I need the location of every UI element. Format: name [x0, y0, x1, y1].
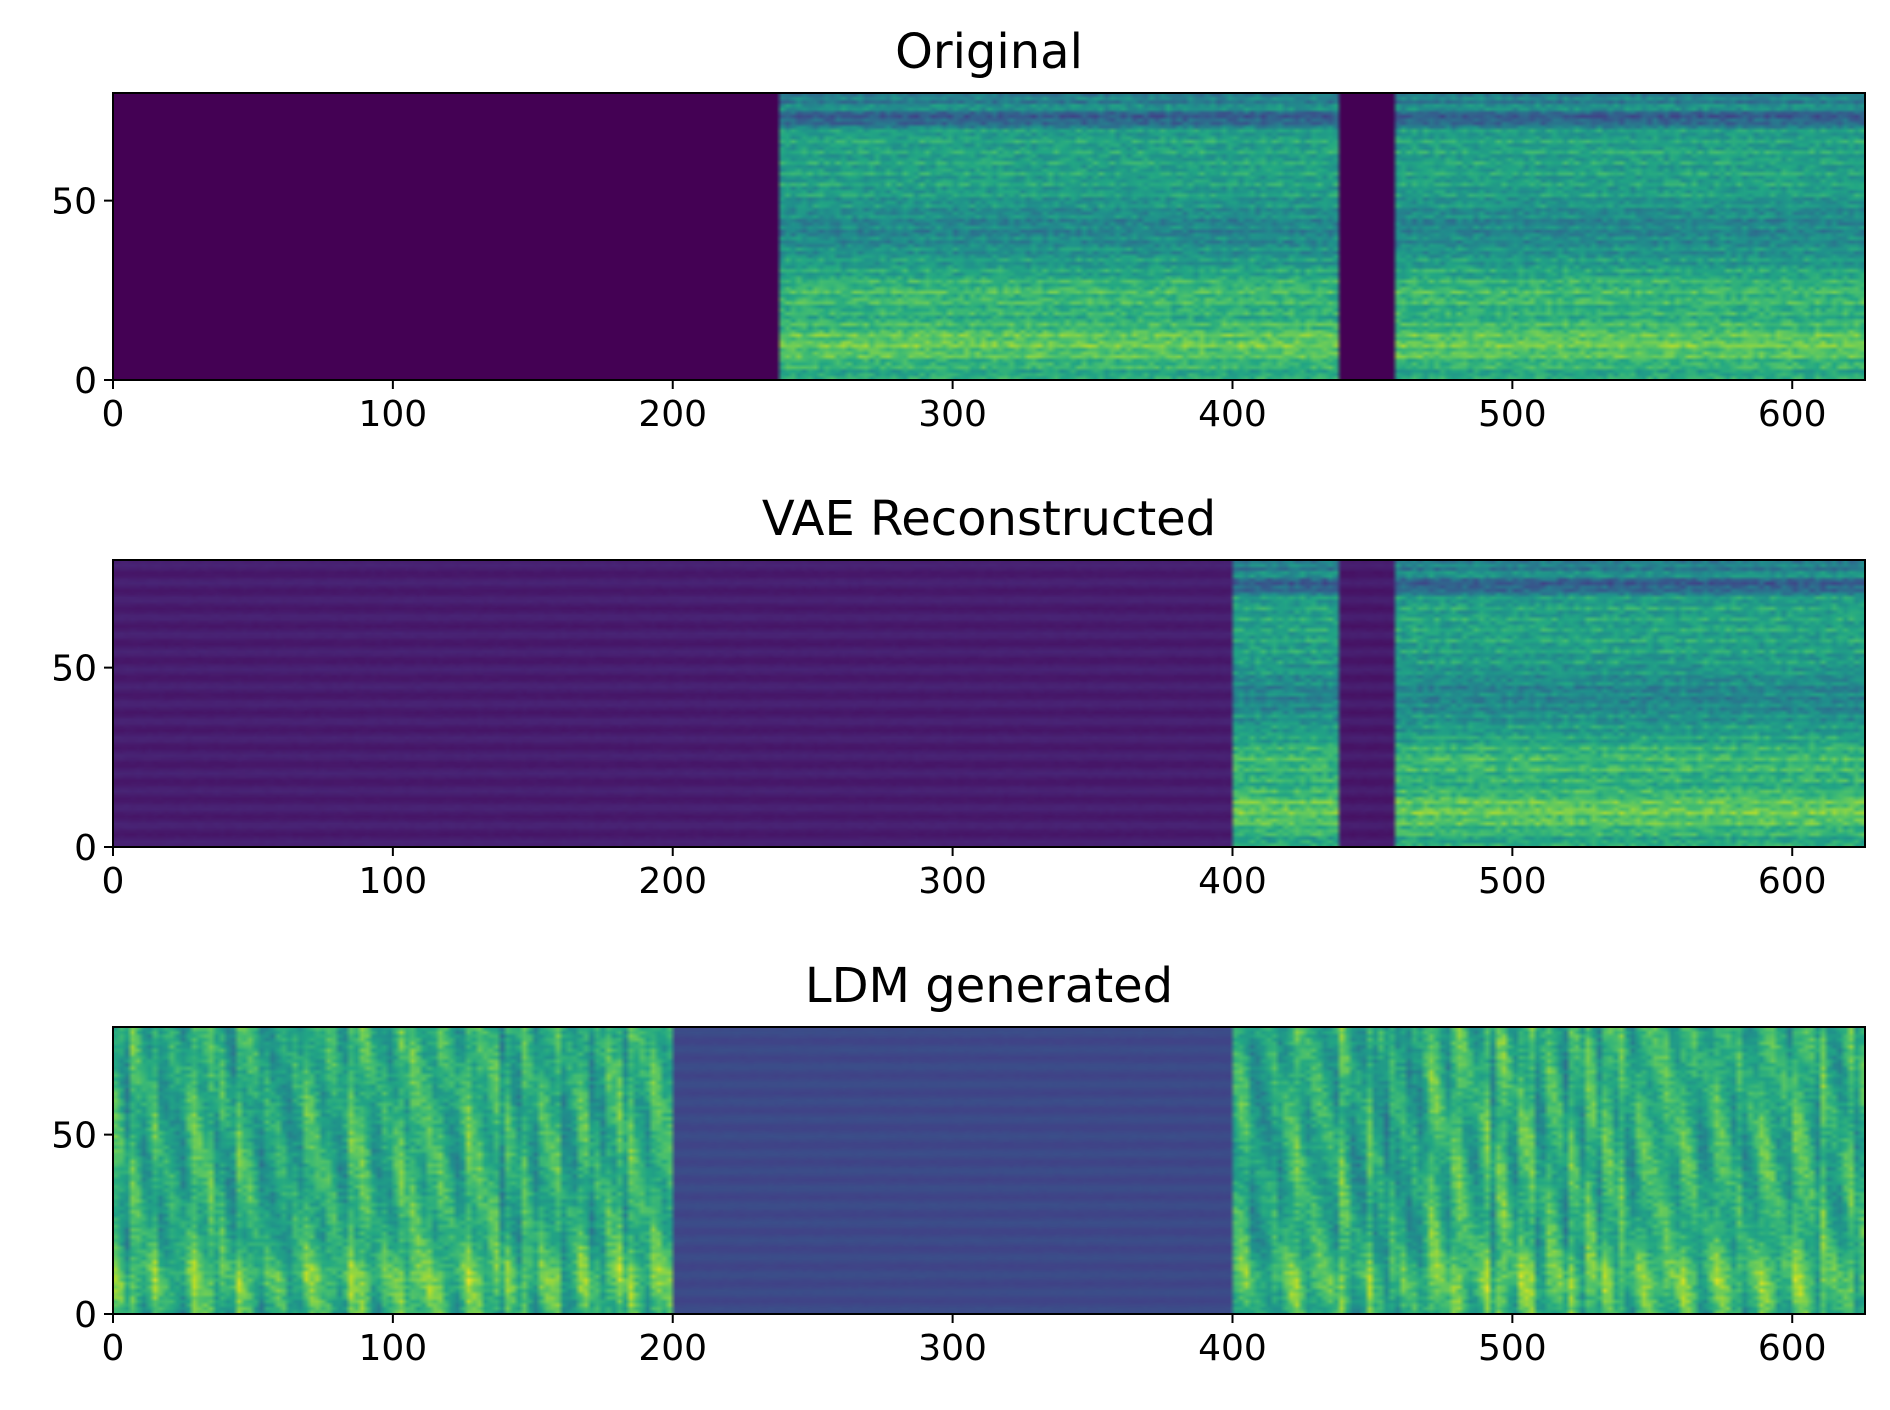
x-tick-label: 100	[359, 394, 428, 435]
heatmap-image	[113, 93, 1865, 380]
heatmap-image	[113, 1027, 1865, 1314]
x-tick-label: 500	[1478, 394, 1547, 435]
x-tick-label: 600	[1758, 394, 1827, 435]
panel-2: VAE Reconstructed 0 100 200 300 400 500 600 0 50	[51, 491, 1866, 902]
panel-1: Original 0 100 200 300 400 500 600 0 50	[51, 24, 1866, 435]
y-tick-label: 0	[74, 1295, 97, 1336]
y-tick-label: 0	[74, 828, 97, 869]
x-tick-label: 300	[918, 861, 987, 902]
axes-frame	[112, 1026, 1866, 1315]
heatmap-image	[113, 560, 1865, 847]
x-tick-label: 400	[1198, 1328, 1267, 1369]
x-tick-label: 0	[102, 394, 125, 435]
y-tick-label: 50	[51, 1116, 97, 1157]
x-tick-label: 0	[102, 1328, 125, 1369]
y-tick-label: 0	[74, 361, 97, 402]
x-tick-label: 400	[1198, 861, 1267, 902]
axes-frame	[112, 559, 1866, 848]
x-tick-label: 200	[638, 1328, 707, 1369]
x-tick-label: 200	[638, 394, 707, 435]
x-tick-label: 300	[918, 394, 987, 435]
x-tick-label: 0	[102, 861, 125, 902]
x-tick-label: 100	[359, 861, 428, 902]
panel-title: VAE Reconstructed	[762, 491, 1216, 547]
x-tick-label: 500	[1478, 861, 1547, 902]
x-tick-label: 600	[1758, 861, 1827, 902]
y-tick-label: 50	[51, 182, 97, 223]
panel-title: Original	[895, 24, 1083, 80]
axes-frame	[112, 92, 1866, 381]
x-tick-label: 300	[918, 1328, 987, 1369]
panel-3: LDM generated 0 100 200 300 400 500 600 0 50	[51, 958, 1866, 1369]
x-tick-label: 500	[1478, 1328, 1547, 1369]
x-tick-label: 400	[1198, 394, 1267, 435]
panel-title: LDM generated	[805, 958, 1173, 1014]
x-tick-label: 100	[359, 1328, 428, 1369]
x-tick-label: 200	[638, 861, 707, 902]
x-tick-label: 600	[1758, 1328, 1827, 1369]
y-tick-label: 50	[51, 649, 97, 690]
